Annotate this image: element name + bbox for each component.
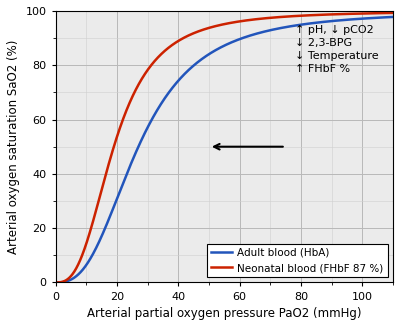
Text: ↑ pH, ↓ pCO2
↓ 2,3-BPG
↓ Temperature
↑ FHbF %: ↑ pH, ↓ pCO2 ↓ 2,3-BPG ↓ Temperature ↑ F… xyxy=(295,25,378,74)
Neonatal blood (FHbF 87 %) xyxy=(396,11,400,15)
Neonatal blood (FHbF 87 %) xyxy=(53,281,58,284)
Line: Adult blood (HbA): Adult blood (HbA) xyxy=(56,16,400,283)
Adult blood (HbA) xyxy=(396,15,400,19)
Adult blood (HbA) xyxy=(215,47,220,51)
Adult blood (HbA) xyxy=(225,42,230,46)
Neonatal blood (FHbF 87 %) xyxy=(225,22,230,26)
Legend: Adult blood (HbA), Neonatal blood (FHbF 87 %): Adult blood (HbA), Neonatal blood (FHbF … xyxy=(207,244,388,277)
Adult blood (HbA) xyxy=(331,19,336,23)
Neonatal blood (FHbF 87 %) xyxy=(215,24,220,27)
Adult blood (HbA) xyxy=(71,276,76,280)
Adult blood (HbA) xyxy=(53,281,58,284)
X-axis label: Arterial partial oxygen pressure PaO2 (mmHg): Arterial partial oxygen pressure PaO2 (m… xyxy=(87,307,362,320)
Neonatal blood (FHbF 87 %) xyxy=(396,11,400,15)
Y-axis label: Arterial oxygen saturation SaO2 (%): Arterial oxygen saturation SaO2 (%) xyxy=(7,40,20,254)
Neonatal blood (FHbF 87 %) xyxy=(71,271,76,275)
Adult blood (HbA) xyxy=(396,15,400,19)
Neonatal blood (FHbF 87 %) xyxy=(331,12,336,16)
Line: Neonatal blood (FHbF 87 %): Neonatal blood (FHbF 87 %) xyxy=(56,13,400,283)
